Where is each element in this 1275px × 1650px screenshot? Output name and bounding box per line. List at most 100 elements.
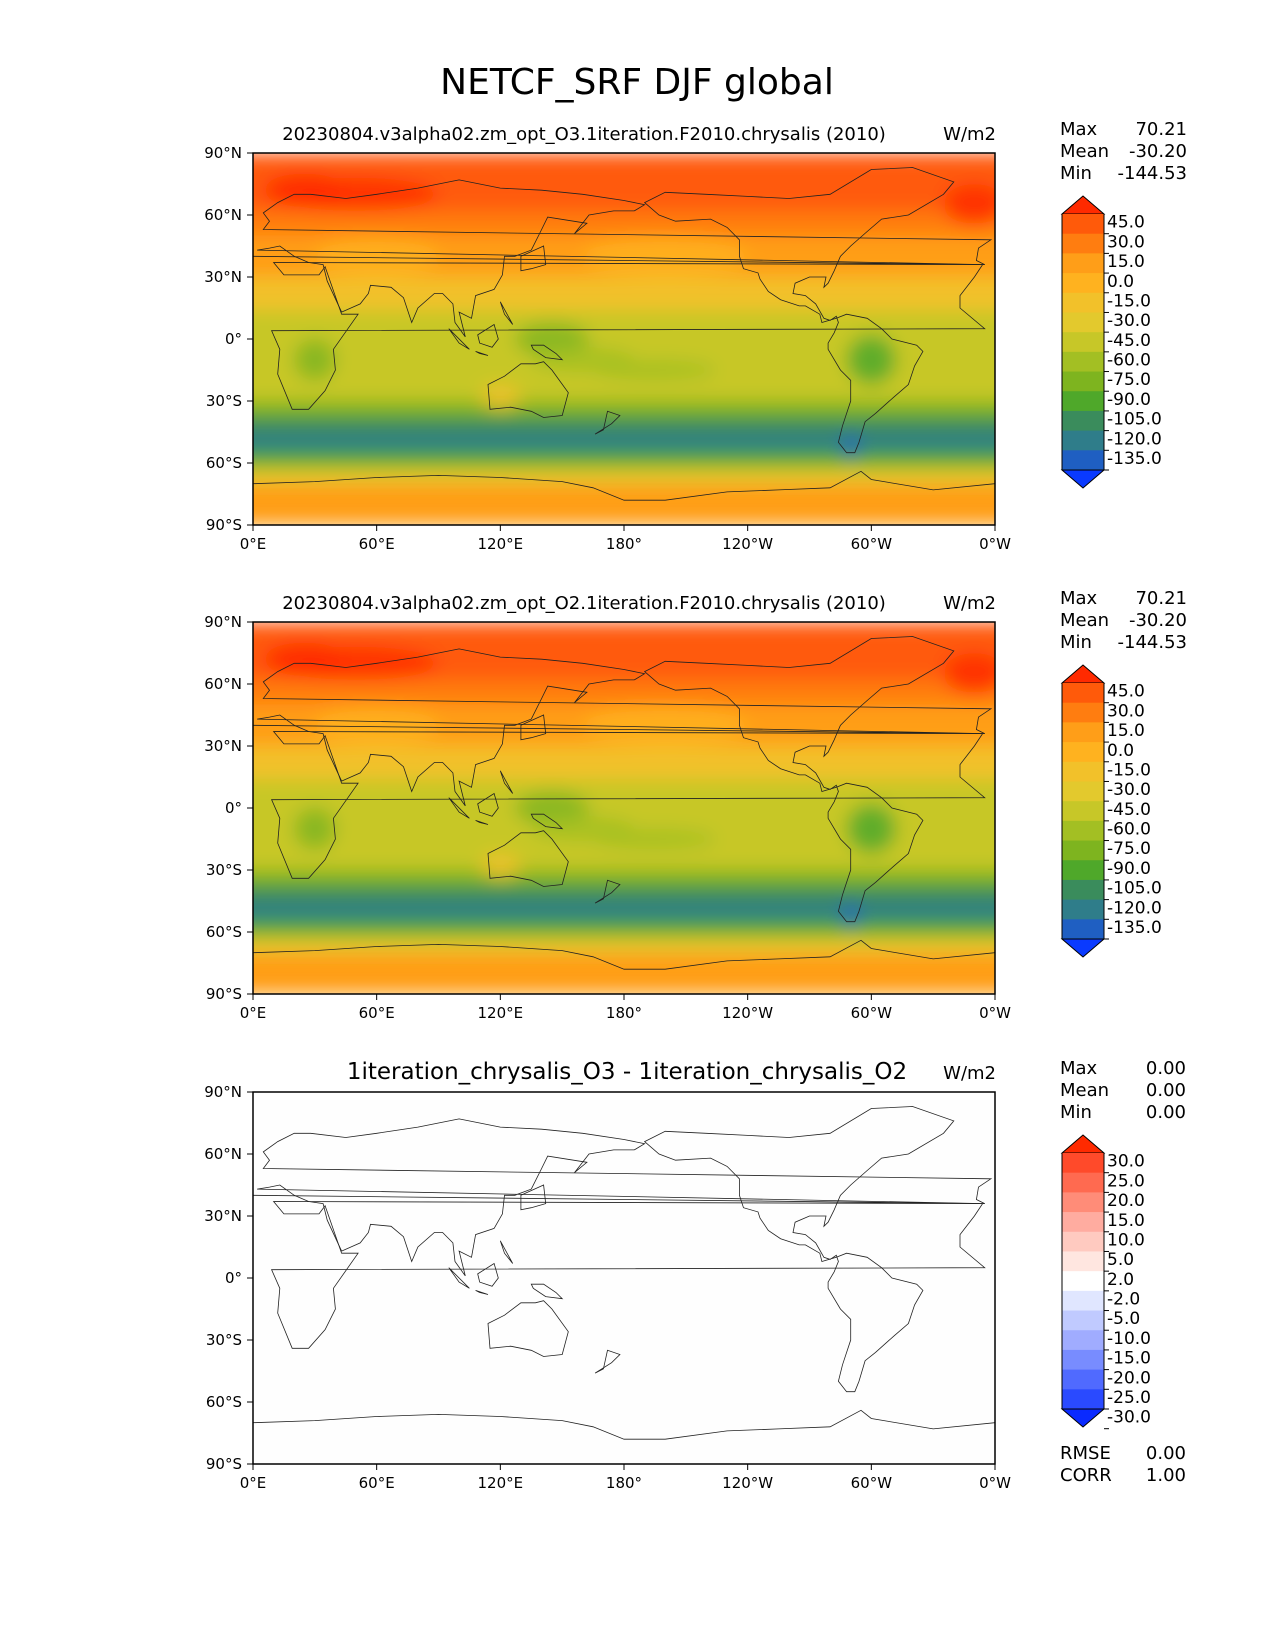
colorbar-label: -90.0	[1107, 859, 1151, 879]
colorbar-label: -60.0	[1107, 820, 1151, 840]
colorbar-segment	[1062, 351, 1104, 373]
colorbar-segment	[1062, 1172, 1104, 1193]
field-band	[253, 508, 995, 518]
figure-title: NETCF_SRF DJF global	[440, 62, 834, 103]
x-tick-label: 120°W	[722, 1474, 773, 1492]
field-band	[253, 500, 995, 510]
colorbar-label: -135.0	[1107, 449, 1162, 469]
field-feature	[514, 322, 589, 356]
panel-middle-units: W/m2	[943, 593, 996, 614]
field-band	[253, 210, 995, 220]
field-feature	[846, 803, 897, 854]
colorbar-segment	[1062, 391, 1104, 412]
panel-top-mean-label: Mean	[1060, 141, 1109, 162]
coastline-antarctica	[252, 470, 996, 501]
panel-top: 20230804.v3alpha02.zm_opt_O3.1iteration.…	[204, 119, 1187, 553]
panel-bottom-field	[253, 1092, 995, 1464]
colorbar-segment	[1062, 702, 1104, 723]
panel-middle-axes: 0°E 60°E 120°E 180° 120°W 60°W 0°W 90°N 60°N 30°N…	[204, 613, 1011, 1022]
colorbar-label: 2.0	[1107, 1270, 1134, 1290]
colorbar-segment	[1062, 840, 1104, 861]
colorbar-label: -2.0	[1107, 1290, 1140, 1310]
colorbar-label: -15.0	[1107, 760, 1151, 780]
panel-bottom-min-value: 0.00	[1146, 1102, 1186, 1123]
field-feature	[593, 828, 717, 850]
field-band	[253, 301, 995, 311]
coastline-6	[477, 1262, 499, 1287]
panel-bottom-min-label: Min	[1060, 1102, 1092, 1123]
colorbar-segment	[1062, 1310, 1104, 1331]
y-tick-label: 30°S	[206, 1331, 242, 1349]
panel-bottom-corr-label: CORR	[1060, 1465, 1112, 1486]
colorbar-frame	[1061, 1153, 1105, 1409]
x-tick-label: 120°E	[478, 1474, 524, 1492]
colorbar-extend-min	[1060, 469, 1106, 489]
colorbar-label: 10.0	[1107, 1230, 1145, 1250]
field-band	[253, 688, 995, 697]
panel-bottom-title: 1iteration_chrysalis_O3 - 1iteration_chr…	[347, 1059, 907, 1085]
colorbar-segment	[1062, 742, 1104, 763]
field-band	[253, 655, 995, 664]
field-band	[253, 293, 995, 303]
panel-top-field	[253, 153, 995, 525]
colorbar-segment	[1062, 1389, 1104, 1410]
field-band	[253, 202, 995, 212]
colorbar-segment	[1062, 722, 1104, 743]
field-layer	[253, 153, 995, 525]
y-tick-label: 60°S	[206, 454, 242, 472]
coastline-antarctica	[252, 939, 996, 970]
colorbar-label: -60.0	[1107, 351, 1151, 371]
y-tick-label: 0°	[225, 1269, 242, 1287]
panel-bottom-colorbar: 30.025.020.015.010.05.02.0-2.0-5.0-10.0-…	[1060, 1134, 1151, 1430]
colorbar-label: -20.0	[1107, 1368, 1151, 1388]
panel-bottom-coastlines	[252, 1106, 996, 1440]
coastline-1	[257, 1118, 993, 1277]
y-tick-label: 60°S	[206, 1393, 242, 1411]
panel-middle-colorbar: 45.030.015.00.0-15.0-30.0-45.0-60.0-75.0…	[1060, 664, 1162, 958]
panel-top-min-value: -144.53	[1118, 163, 1187, 184]
colorbar-segment	[1062, 450, 1104, 471]
field-band	[253, 638, 995, 648]
colorbar-label: -105.0	[1107, 879, 1162, 899]
colorbar-label: -30.0	[1107, 1408, 1151, 1428]
field-feature	[263, 642, 346, 676]
field-band	[253, 227, 995, 237]
colorbar-label: 0.0	[1107, 272, 1134, 292]
colorbar-label: 45.0	[1107, 682, 1145, 702]
panel-bottom-rmse-value: 0.00	[1146, 1443, 1186, 1464]
coastline-8	[594, 410, 621, 435]
coastline-7	[499, 301, 514, 325]
x-tick-label: 120°W	[722, 1004, 773, 1022]
field-feature	[314, 704, 439, 746]
coastline-10	[520, 714, 547, 741]
colorbar-label: -45.0	[1107, 331, 1151, 351]
field-feature	[314, 235, 439, 277]
x-tick-label: 120°E	[478, 535, 524, 553]
colorbar-segment	[1062, 1369, 1104, 1390]
field-band	[253, 401, 995, 410]
x-tick-label: 120°E	[478, 1004, 524, 1022]
coastline-9	[643, 167, 955, 454]
coastline-2	[487, 361, 569, 418]
x-tick-label: 0°W	[979, 535, 1011, 553]
panel-middle-min-label: Min	[1060, 632, 1092, 653]
colorbar-label: -30.0	[1107, 780, 1151, 800]
field-feature	[943, 184, 995, 226]
panel-top-coastlines	[252, 167, 996, 501]
colorbar-segment	[1062, 781, 1104, 802]
panel-bottom-max-value: 0.00	[1146, 1058, 1186, 1079]
panel-top-mean-value: -30.20	[1129, 141, 1187, 162]
field-band	[253, 343, 995, 352]
colorbar-label: 45.0	[1107, 213, 1145, 233]
y-tick-label: 90°S	[206, 516, 242, 534]
colorbar-segment	[1062, 1330, 1104, 1351]
coastline-3	[530, 813, 564, 830]
x-tick-label: 60°E	[359, 1004, 395, 1022]
panel-bottom-rmse-label: RMSE	[1060, 1443, 1111, 1464]
field-band	[253, 969, 995, 979]
panel-bottom-max-label: Max	[1060, 1058, 1098, 1079]
field-layer	[253, 622, 995, 994]
coastline-4	[448, 797, 470, 819]
x-tick-label: 60°E	[359, 535, 395, 553]
field-band	[253, 177, 995, 187]
